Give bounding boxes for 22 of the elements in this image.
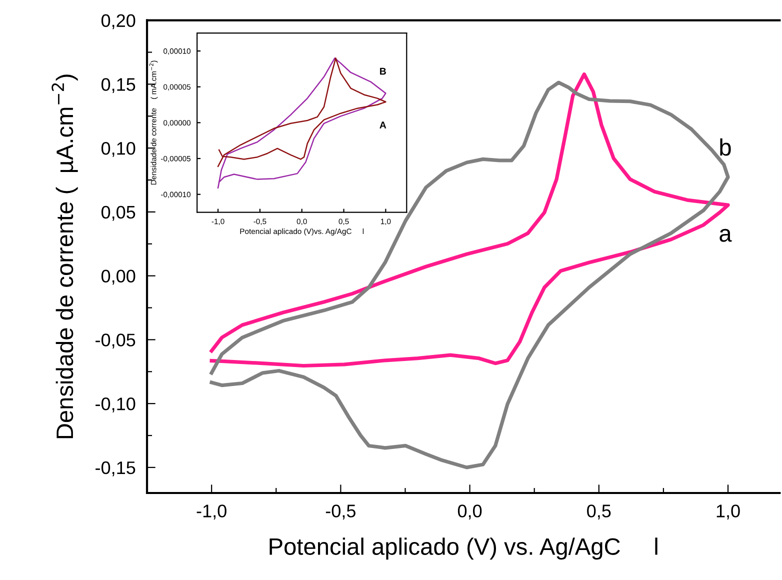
series-label: A [380,122,386,128]
series-label: B [380,68,386,75]
y-tick-label: 0,15 [101,78,136,94]
line-series [217,58,386,189]
x-tick-label: 0,5 [587,504,611,520]
y-tick-label: 0,00 [101,270,136,285]
x-tick-label: 1,0 [716,504,740,520]
series-label: a [720,228,732,242]
x-tick-label: -0,5 [326,504,356,520]
series-label: b [720,138,731,156]
x-tick-label: -1,0 [196,504,226,520]
y-tick-label: -0,10 [96,398,136,412]
y-tick-label: -0,05 [96,334,136,349]
y-tick-label: 0,10 [101,142,136,157]
y-axis-title: Densidade de corrente ( µA.cm$^{−2}$) [52,74,78,438]
y-tick-label: 0,20 [101,14,136,30]
line-series [217,58,386,168]
line-series [210,80,730,470]
x-axis-title: Potencial aplicado (V) vs. Ag/AgC l [270,538,658,560]
x-tick-label: 0,0 [458,504,482,520]
y-tick-label: -0,15 [96,461,136,476]
y-tick-label: 0,05 [101,206,136,221]
